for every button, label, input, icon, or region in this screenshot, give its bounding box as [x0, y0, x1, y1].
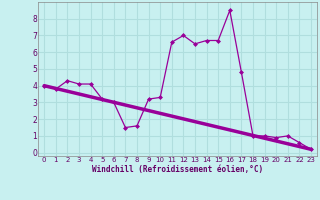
X-axis label: Windchill (Refroidissement éolien,°C): Windchill (Refroidissement éolien,°C) [92, 165, 263, 174]
